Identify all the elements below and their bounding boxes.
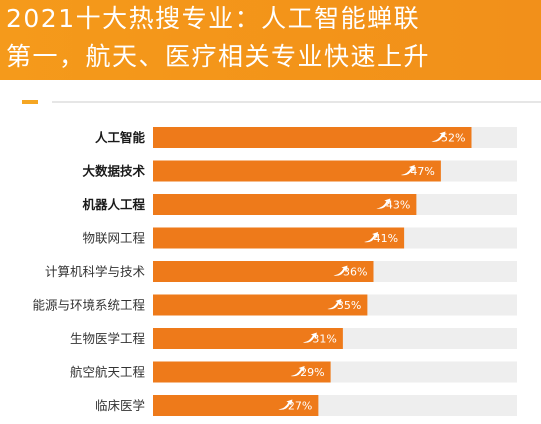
bar-7 [153,328,343,349]
rising-arrow-icon [431,131,446,142]
title-line-2: 第一，航天、医疗相关专业快速上升 [6,42,431,71]
bar-chart: 人工智能 52% 大数据技术 47% 机器人工程 43% 物联网工程 41% 计算机科学与技术 3… [32,127,517,416]
category-label: 机器人工程 [82,197,145,212]
bar-3 [153,194,417,215]
rising-arrow-icon [376,198,391,209]
title-line-1: 2021十大热搜专业：人工智能蝉联 [6,4,421,33]
value-label: 52% [441,132,465,145]
rising-arrow-icon [327,299,342,310]
bar-2 [153,160,441,182]
bar-6 [153,294,368,316]
category-label: 物联网工程 [82,231,145,246]
divider-line [52,101,541,103]
value-label: 47% [410,165,434,178]
value-label: 43% [386,199,410,212]
category-label: 临床医学 [95,398,145,413]
rising-arrow-icon [333,265,348,276]
value-label: 31% [312,333,336,346]
rising-arrow-icon [302,332,317,343]
category-label: 计算机科学与技术 [45,264,146,279]
bar-9 [153,395,319,416]
value-label: 29% [300,366,324,379]
rising-arrow-icon [290,366,305,377]
bar-5 [153,261,374,282]
bar-8 [153,361,331,383]
bar-4 [153,227,405,249]
accent-dash [22,100,38,104]
category-label: 航空航天工程 [70,365,146,380]
value-label: 36% [343,266,367,279]
value-label: 35% [337,299,361,312]
rising-arrow-icon [278,399,293,410]
bar-1 [153,127,472,148]
value-label: 41% [374,232,398,245]
value-label: 27% [288,400,312,413]
category-label: 人工智能 [95,130,146,145]
rising-arrow-icon [364,232,379,243]
title-banner: 2021十大热搜专业：人工智能蝉联 第一，航天、医疗相关专业快速上升 [0,0,541,80]
category-label: 大数据技术 [82,164,145,179]
category-label: 生物医学工程 [70,331,146,346]
rising-arrow-icon [400,165,415,176]
category-label: 能源与环境系统工程 [32,298,145,313]
